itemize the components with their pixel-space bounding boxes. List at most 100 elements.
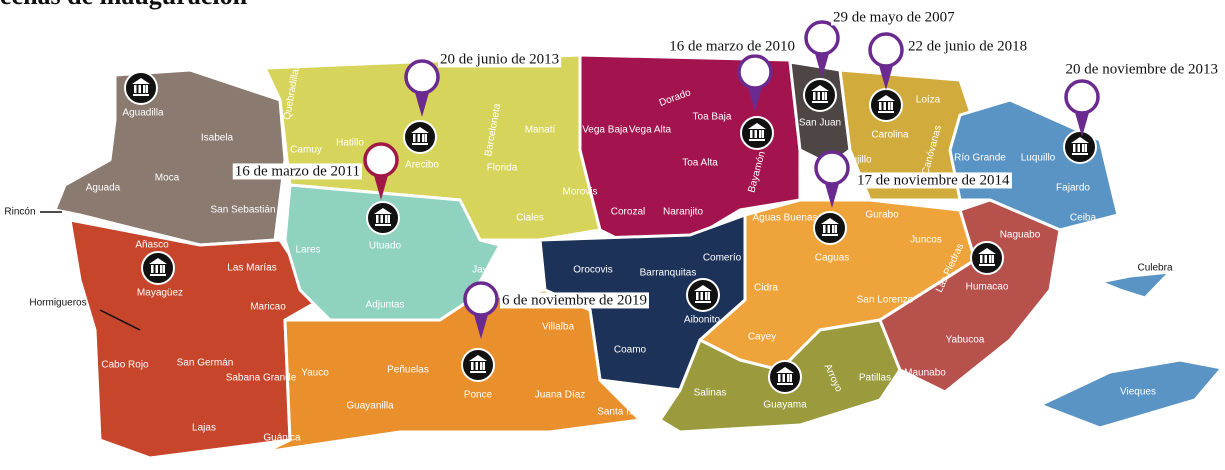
municipality-label: Comerío — [703, 253, 742, 264]
municipality-label: Maunabo — [904, 368, 946, 379]
municipality-label: Gurabo — [865, 210, 899, 221]
icon-glyph — [821, 218, 839, 236]
region — [1098, 270, 1172, 300]
pin-stem — [878, 62, 894, 90]
municipality-label: Aibonito — [684, 315, 721, 326]
pin-head — [1064, 79, 1100, 115]
municipality-label: Corozal — [611, 207, 645, 218]
municipality-label: Rincón — [4, 207, 35, 218]
municipality-label: Mayagüez — [137, 288, 183, 299]
pin-head — [737, 54, 773, 90]
museum-icon — [803, 78, 837, 112]
municipality-label: Yabucoa — [946, 335, 985, 346]
icon-glyph — [748, 123, 766, 141]
municipality-label: Vieques — [1120, 387, 1156, 398]
municipality-label: Ciales — [516, 213, 544, 224]
pin — [363, 142, 399, 200]
icon-glyph — [978, 248, 996, 266]
museum-icon — [461, 348, 495, 382]
pin-stem — [824, 180, 840, 208]
municipality-label: Aguada — [86, 183, 121, 194]
municipality-label: Naguabo — [1000, 230, 1041, 241]
municipality-label: Cayey — [748, 332, 776, 343]
title: echas de inauguración — [0, 0, 248, 10]
municipality-label: Morovis — [562, 187, 597, 198]
museum-icon — [686, 278, 720, 312]
pin — [404, 59, 440, 117]
municipality-label: Santa Isabel — [597, 407, 653, 418]
municipality-label: Adjuntas — [366, 300, 405, 311]
region — [53, 68, 287, 247]
museum-icon — [869, 88, 903, 122]
date-background — [831, 9, 958, 26]
date-background — [500, 292, 649, 309]
municipality-label: Guayanilla — [346, 401, 394, 412]
pin-date: 16 de marzo de 2010 — [669, 38, 795, 54]
museum-icon — [740, 116, 774, 150]
pin — [1064, 79, 1100, 137]
municipality-label: Vega Baja — [582, 125, 628, 136]
municipality-label: Manatí — [525, 125, 556, 136]
pin-head — [463, 281, 499, 317]
pin-head — [404, 59, 440, 95]
municipality-label: Río Grande — [954, 153, 1006, 164]
municipality-label: Aguas Buenas — [752, 213, 817, 224]
municipality-label: Guánica — [263, 433, 301, 444]
municipality-label: Florida — [487, 163, 518, 174]
municipality-label: Villalba — [542, 322, 574, 333]
pin-stem — [473, 311, 489, 339]
municipality-label: Toa Baja — [693, 112, 732, 123]
municipality-label: Utuado — [369, 241, 402, 252]
municipality-label: Fajardo — [1056, 183, 1090, 194]
municipality-label: Juncos — [910, 235, 942, 246]
municipality-label: San Sebastián — [210, 205, 275, 216]
icon-glyph — [149, 258, 167, 276]
municipality-label: Camuy — [290, 145, 322, 156]
municipality-label: Yauco — [301, 368, 329, 379]
icon-glyph — [694, 285, 712, 303]
date-background — [667, 38, 797, 55]
municipality-label: San Lorenzo — [857, 295, 914, 306]
municipality-label: Orocovis — [573, 265, 612, 276]
municipality-label: Patillas — [859, 373, 891, 384]
municipality-label: Hormigueros — [29, 298, 86, 309]
region — [1038, 358, 1224, 430]
museum-icon — [1063, 130, 1097, 164]
pin-stem — [814, 50, 830, 78]
pin-date: 16 de marzo de 2011 — [235, 163, 360, 179]
pin-date: 17 de noviembre de 2014 — [857, 172, 1010, 188]
icon-glyph — [811, 85, 829, 103]
pin-stem — [747, 84, 763, 112]
municipality-label: Trujillo — [842, 155, 872, 166]
date-background — [1063, 61, 1220, 78]
icon-glyph — [1071, 137, 1089, 155]
municipality-label: Salinas — [694, 388, 727, 399]
pin-stem — [414, 89, 430, 117]
municipality-label: Ceiba — [1070, 213, 1097, 224]
municipality-label: Culebra — [1137, 263, 1172, 274]
municipality-label: Jayuya — [472, 265, 504, 276]
pin-date: 6 de noviembre de 2019 — [502, 292, 647, 308]
pin-date: 20 de junio de 2013 — [440, 51, 559, 67]
municipality-label: Arecibo — [405, 160, 439, 171]
museum-icon — [813, 211, 847, 245]
pin — [814, 150, 850, 208]
pin-stem — [1074, 109, 1090, 137]
municipality-label: Lajas — [192, 423, 216, 434]
icon-glyph — [469, 355, 487, 373]
municipality-label: Sabana Grande — [226, 373, 297, 384]
region — [263, 288, 642, 454]
municipality-label: Naranjito — [663, 207, 703, 218]
pin-head — [868, 32, 904, 68]
municipality-label: Cabo Rojo — [101, 360, 149, 371]
municipality-label: Carolina — [871, 130, 909, 141]
municipality-label: Humacao — [966, 282, 1009, 293]
municipality-label: Hatillo — [336, 138, 364, 149]
municipality-label: Loíza — [916, 95, 941, 106]
date-background — [906, 38, 1030, 55]
icon-glyph — [374, 208, 392, 226]
municipality-label: Juana Díaz — [535, 390, 586, 401]
municipality-label: Caguas — [815, 253, 849, 264]
municipality-label: Luquillo — [1021, 153, 1056, 164]
